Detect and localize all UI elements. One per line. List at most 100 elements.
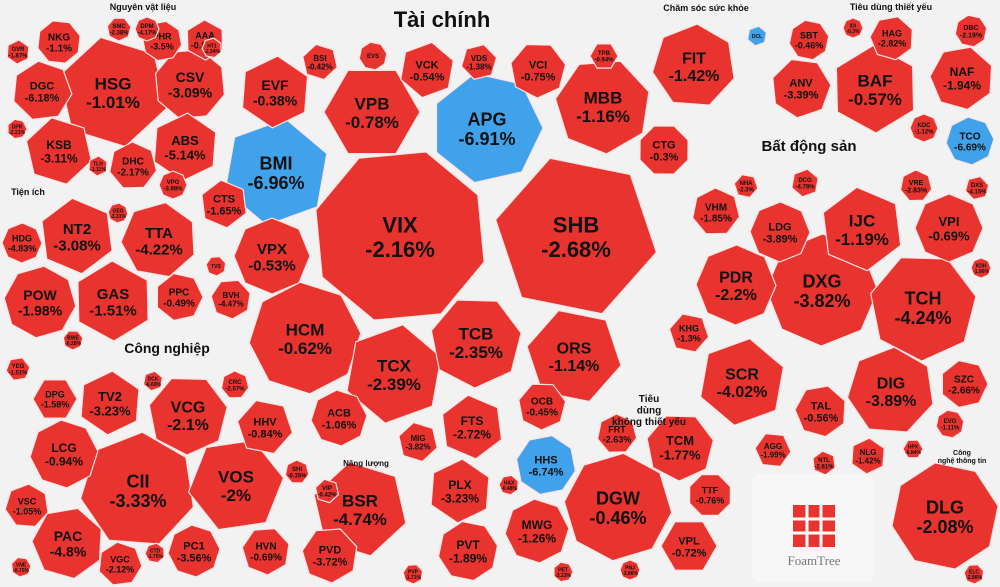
- tile-dbc[interactable]: [954, 14, 988, 48]
- tile-dpm[interactable]: [134, 16, 160, 42]
- tile-vos[interactable]: [187, 439, 285, 531]
- tile-gvr[interactable]: [6, 39, 30, 65]
- tile-ttf[interactable]: [688, 473, 732, 517]
- tile-hdg[interactable]: [1, 222, 43, 264]
- tile-pvt[interactable]: [437, 520, 499, 582]
- tile-pvp[interactable]: [402, 564, 424, 585]
- tile-hcm[interactable]: [248, 281, 362, 395]
- tile-ksb[interactable]: [25, 117, 93, 185]
- tile-hpx[interactable]: [902, 439, 924, 459]
- tile-vpi[interactable]: [914, 193, 984, 263]
- tile-vck[interactable]: [400, 41, 454, 99]
- tile-gas[interactable]: [77, 260, 149, 342]
- tile-dlg[interactable]: [891, 462, 999, 570]
- tile-hhs[interactable]: [515, 434, 577, 496]
- tile-pc1[interactable]: [167, 524, 221, 578]
- tile-pac[interactable]: [31, 507, 102, 580]
- tile-tv2[interactable]: [80, 370, 140, 436]
- tile-nt2[interactable]: [41, 197, 113, 275]
- tile-dpg[interactable]: [32, 379, 78, 419]
- tile-tcm[interactable]: [646, 415, 714, 482]
- tile-vds[interactable]: [460, 44, 498, 80]
- tile-dcl[interactable]: [746, 25, 768, 47]
- tile-hax[interactable]: [498, 474, 519, 496]
- tile-pdr[interactable]: [695, 244, 777, 326]
- tile-pvd[interactable]: [301, 528, 358, 584]
- tile-szc[interactable]: [941, 359, 989, 409]
- tile-sbt[interactable]: [788, 19, 830, 61]
- tile-nha[interactable]: [733, 173, 759, 199]
- tile-ldg[interactable]: [749, 201, 811, 263]
- tile-tta[interactable]: [120, 201, 195, 278]
- tile-dhc[interactable]: [109, 141, 158, 189]
- tile-khg[interactable]: [668, 313, 710, 353]
- tile-hvn[interactable]: [241, 528, 290, 576]
- tile-plx[interactable]: [430, 458, 490, 524]
- tile-vhm[interactable]: [692, 187, 741, 235]
- tile-elc[interactable]: [963, 564, 985, 585]
- tile-dgc[interactable]: [13, 60, 73, 121]
- tile-tlh[interactable]: [88, 155, 108, 177]
- tile-csv[interactable]: [154, 48, 226, 120]
- tile-pow[interactable]: [3, 265, 77, 339]
- tile-evf[interactable]: [241, 55, 309, 129]
- tile-nkg[interactable]: [37, 20, 81, 64]
- tile-tpb[interactable]: [589, 43, 619, 69]
- tile-fit[interactable]: [651, 23, 735, 106]
- tile-mig[interactable]: [398, 421, 438, 463]
- tile-vpb[interactable]: [323, 69, 421, 155]
- tile-dgw[interactable]: [563, 452, 673, 562]
- tile-ocb[interactable]: [518, 383, 567, 431]
- tile-scr[interactable]: [699, 338, 785, 426]
- tile-hag[interactable]: [869, 16, 913, 61]
- tile-ht1[interactable]: [201, 37, 222, 59]
- tile-ors[interactable]: [526, 309, 622, 403]
- tile-evs[interactable]: [358, 41, 388, 71]
- tile-naf[interactable]: [929, 46, 993, 111]
- tile-hhv[interactable]: [236, 399, 294, 455]
- tile-vsc[interactable]: [4, 483, 49, 528]
- tile-ctg[interactable]: [639, 125, 689, 175]
- tile-tcb[interactable]: [430, 299, 522, 389]
- tile-dcg[interactable]: [791, 168, 819, 198]
- tile-bsi[interactable]: [302, 43, 338, 81]
- tile-kdc[interactable]: [909, 113, 939, 143]
- tile-geg[interactable]: [107, 202, 129, 224]
- tile-evg[interactable]: [935, 409, 965, 439]
- tile-ijc[interactable]: [822, 186, 902, 272]
- tile-lcg[interactable]: [29, 419, 99, 489]
- tile-bvh[interactable]: [210, 279, 251, 320]
- tile-ppc[interactable]: [156, 272, 204, 322]
- tile-crc[interactable]: [220, 370, 250, 399]
- tile-tco[interactable]: [945, 116, 995, 166]
- tile-yeg[interactable]: [5, 357, 31, 381]
- tile-dpr[interactable]: [7, 118, 28, 140]
- tile-apg[interactable]: [435, 72, 544, 184]
- tile-pet[interactable]: [553, 561, 574, 583]
- tile-vgc[interactable]: [98, 541, 143, 586]
- tile-anv[interactable]: [772, 58, 832, 119]
- tile-pnj[interactable]: [619, 559, 641, 581]
- tile-dxs[interactable]: [964, 175, 990, 201]
- tile-mwg[interactable]: [504, 498, 570, 564]
- tile-shi[interactable]: [284, 459, 310, 484]
- tile-tal[interactable]: [794, 385, 846, 438]
- tile-tch[interactable]: [870, 257, 977, 362]
- tile-idi[interactable]: [842, 17, 864, 39]
- tile-kdh[interactable]: [970, 257, 992, 279]
- tile-fts[interactable]: [441, 394, 503, 460]
- tile-acb[interactable]: [310, 389, 368, 447]
- tile-cts[interactable]: [201, 179, 247, 229]
- tile-ctd[interactable]: [144, 542, 165, 564]
- tile-shb[interactable]: [494, 157, 658, 315]
- tile-vne[interactable]: [10, 556, 32, 578]
- tile-agg[interactable]: [754, 432, 792, 468]
- tile-dig[interactable]: [846, 346, 934, 433]
- tile-smc[interactable]: [106, 17, 132, 42]
- tile-vpx[interactable]: [233, 217, 311, 295]
- tile-baf[interactable]: [835, 44, 915, 134]
- tile-bwe[interactable]: [62, 330, 84, 351]
- tile-frt[interactable]: [596, 413, 638, 453]
- tile-vcg[interactable]: [148, 377, 228, 456]
- tile-vpg[interactable]: [158, 170, 188, 200]
